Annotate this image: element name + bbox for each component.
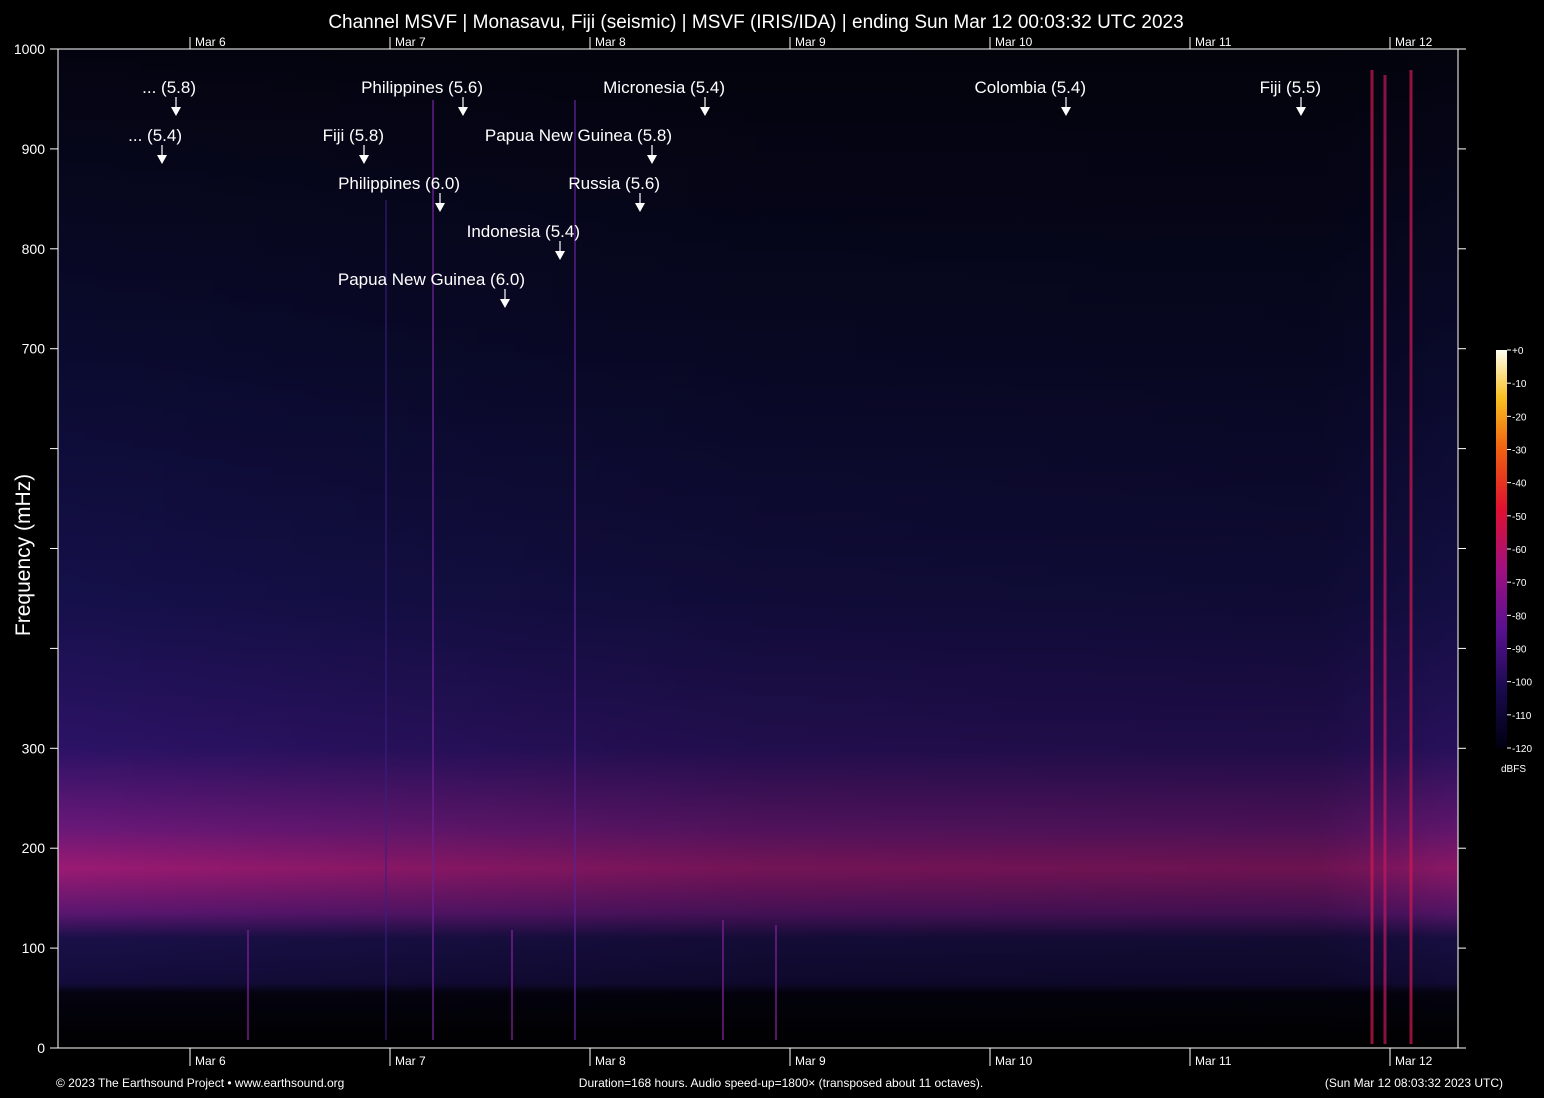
colorbar-tick-label: -10 (1512, 379, 1527, 390)
x-tick-label: Mar 9 (795, 1054, 826, 1068)
colorbar-tick-label: -20 (1512, 412, 1527, 423)
spectrogram-shade (58, 49, 1458, 1048)
x-tick-label-top: Mar 12 (1395, 35, 1433, 49)
x-tick-label-top: Mar 11 (1195, 35, 1232, 49)
event-label: ... (5.8) (142, 78, 196, 97)
event-arrowhead (171, 107, 181, 116)
event-label: Micronesia (5.4) (603, 78, 725, 97)
x-tick-label: Mar 8 (595, 1054, 626, 1068)
event-label: Philippines (5.6) (361, 78, 483, 97)
x-tick-label-top: Mar 8 (595, 35, 626, 49)
y-tick-label: 800 (22, 241, 46, 257)
x-tick-label: Mar 12 (1395, 1054, 1433, 1068)
x-tick-label: Mar 6 (195, 1054, 226, 1068)
colorbar-tick-label: -60 (1512, 545, 1527, 556)
event-label: Fiji (5.5) (1260, 78, 1321, 97)
event-arrowhead (635, 203, 645, 212)
footer-left: © 2023 The Earthsound Project • www.eart… (56, 1076, 344, 1090)
x-tick-label: Mar 10 (995, 1054, 1033, 1068)
event-label: Russia (5.6) (568, 174, 660, 193)
y-tick-label: 0 (37, 1040, 45, 1056)
y-tick-label: 300 (22, 740, 46, 756)
event-arrowhead (157, 155, 167, 164)
y-tick-label: 200 (22, 840, 46, 856)
event-label: Papua New Guinea (6.0) (338, 270, 525, 289)
event-label: Fiji (5.8) (323, 126, 384, 145)
y-tick-label: 900 (22, 141, 46, 157)
event-label: ... (5.4) (128, 126, 182, 145)
colorbar-label: dBFS (1501, 764, 1526, 775)
colorbar-tick-label: -90 (1512, 645, 1527, 656)
colorbar-tick-label: -50 (1512, 512, 1527, 523)
event-streaks (247, 70, 1413, 1044)
colorbar-tick-label: -100 (1512, 678, 1532, 689)
event-arrowhead (359, 155, 369, 164)
x-tick-label-top: Mar 10 (995, 35, 1033, 49)
x-tick-label-top: Mar 7 (395, 35, 426, 49)
colorbar-tick-label: -70 (1512, 578, 1527, 589)
colorbar-tick-label: -110 (1512, 711, 1532, 722)
x-tick-label: Mar 11 (1195, 1054, 1232, 1068)
colorbar-tick-label: +0 (1512, 346, 1524, 357)
x-tick-label: Mar 7 (395, 1054, 426, 1068)
x-tick-label-top: Mar 9 (795, 35, 826, 49)
y-axis-label: Frequency (mHz) (12, 474, 35, 636)
event-arrowhead (1296, 107, 1306, 116)
colorbar-tick-label: -40 (1512, 479, 1527, 490)
event-label: Indonesia (5.4) (467, 222, 580, 241)
event-arrowhead (555, 251, 565, 260)
chart-title: Channel MSVF | Monasavu, Fiji (seismic) … (328, 12, 1183, 33)
event-label: Colombia (5.4) (975, 78, 1087, 97)
event-arrowhead (500, 299, 510, 308)
event-arrowhead (1061, 107, 1071, 116)
event-label: Papua New Guinea (5.8) (485, 126, 672, 145)
event-arrowhead (700, 107, 710, 116)
footer-right: (Sun Mar 12 08:03:32 2023 UTC) (1325, 1076, 1503, 1090)
colorbar (1496, 350, 1507, 748)
footer-center: Duration=168 hours. Audio speed-up=1800×… (579, 1076, 983, 1090)
y-tick-label: 700 (22, 341, 46, 357)
event-arrowhead (458, 107, 468, 116)
x-tick-label-top: Mar 6 (195, 35, 226, 49)
colorbar-tick-label: -30 (1512, 446, 1527, 457)
event-arrowhead (647, 155, 657, 164)
colorbar-tick-label: -120 (1512, 744, 1532, 755)
colorbar-tick-label: -80 (1512, 611, 1527, 622)
y-tick-label: 100 (22, 940, 46, 956)
y-tick-label: 1000 (14, 41, 45, 57)
event-label: Philippines (6.0) (338, 174, 460, 193)
event-arrowhead (435, 203, 445, 212)
